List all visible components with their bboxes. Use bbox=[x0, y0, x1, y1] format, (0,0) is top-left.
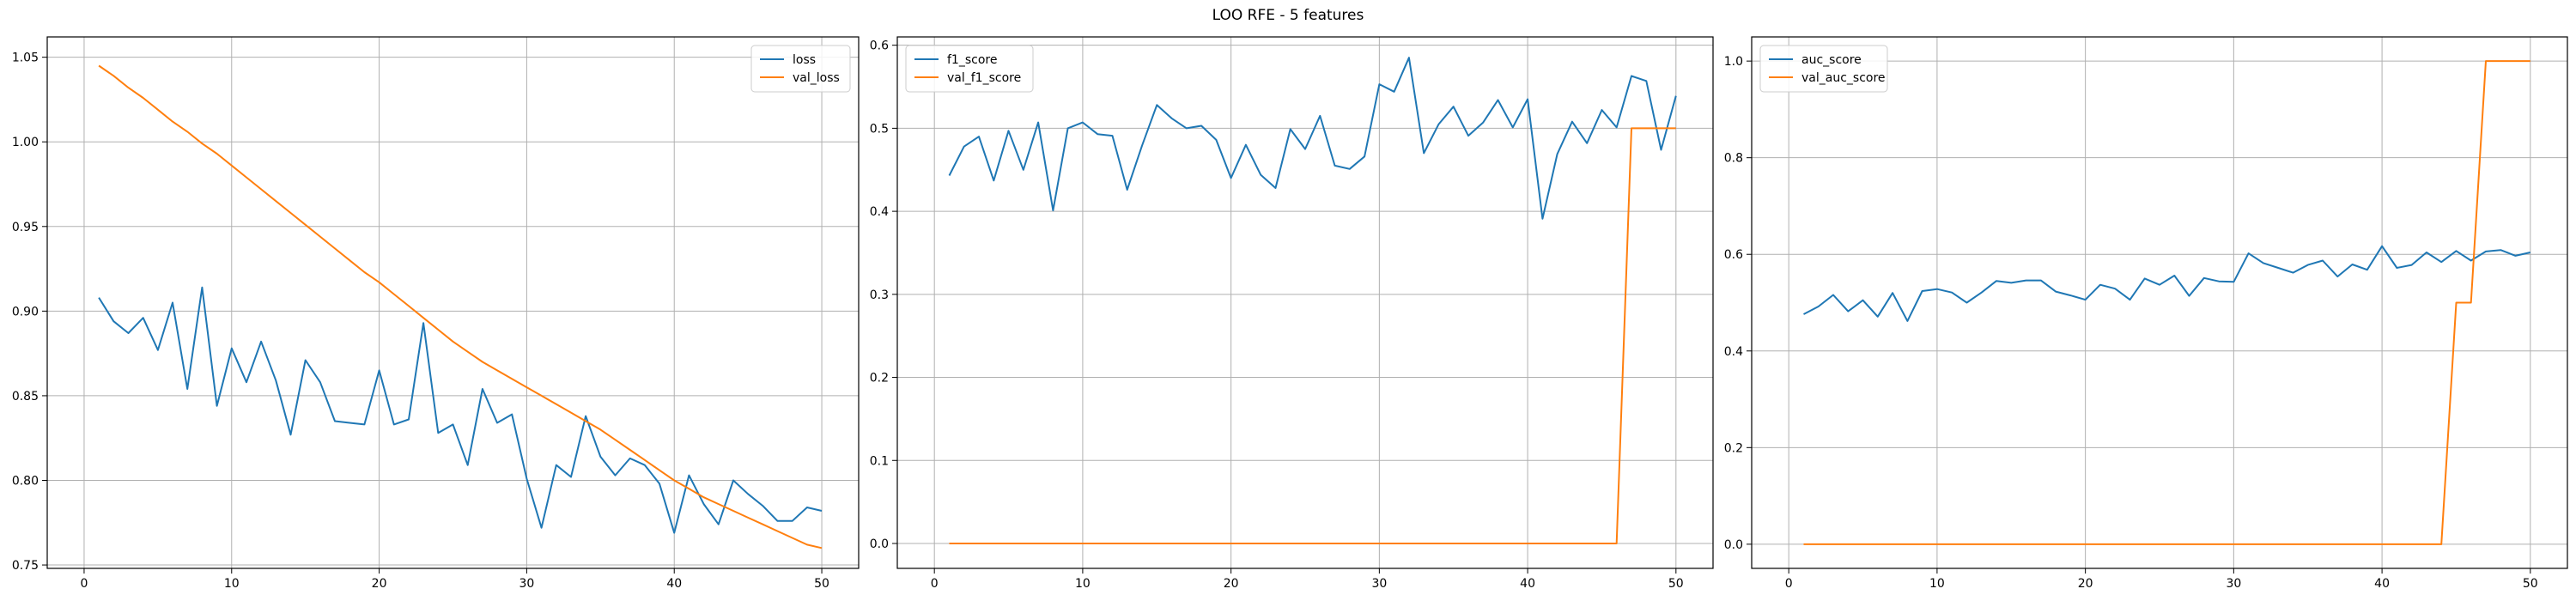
y-tick-label: 0.80 bbox=[12, 474, 39, 488]
x-tick-label: 40 bbox=[2374, 577, 2390, 591]
legend-label: val_auc_score bbox=[1801, 71, 1886, 85]
subplot-3: 0 10 20 30 40 50 0.0 0.2 0.4 0.6 0.8 1.0 auc_scoreva… bbox=[1724, 36, 2568, 591]
legend-box bbox=[1759, 45, 1888, 93]
series-line-val_loss bbox=[98, 64, 823, 549]
y-tick-label: 0.0 bbox=[1724, 538, 1743, 552]
series-line-loss bbox=[98, 286, 823, 534]
x-tick-label: 0 bbox=[80, 577, 88, 591]
series-line-auc_score bbox=[1803, 245, 2531, 322]
legend-label: auc_score bbox=[1801, 53, 1862, 67]
x-tick-label: 20 bbox=[372, 577, 387, 591]
y-tick-label: 0.75 bbox=[12, 559, 39, 573]
x-tick-label: 30 bbox=[1371, 577, 1387, 591]
x-tick-label: 0 bbox=[931, 577, 939, 591]
legend-label: loss bbox=[793, 53, 816, 67]
y-tick-label: 0.90 bbox=[12, 305, 39, 319]
legend-box bbox=[750, 45, 851, 93]
legend: f1_score val_f1_score bbox=[905, 45, 1034, 93]
y-tick-label: 0.8 bbox=[1724, 152, 1743, 166]
y-tick-label: 0.2 bbox=[870, 372, 889, 385]
x-tick-label: 10 bbox=[1075, 577, 1091, 591]
legend-label: val_f1_score bbox=[947, 71, 1021, 85]
x-tick-label: 40 bbox=[1520, 577, 1535, 591]
x-tick-label: 0 bbox=[1785, 577, 1793, 591]
x-tick-label: 50 bbox=[2523, 577, 2538, 591]
x-tick-label: 30 bbox=[2226, 577, 2241, 591]
x-tick-label: 30 bbox=[519, 577, 534, 591]
y-tick-label: 0.3 bbox=[870, 288, 889, 302]
subplot-1: 0 10 20 30 40 50 0.75 0.80 0.85 0.90 0.95 1.00 1.05 l… bbox=[12, 36, 860, 591]
series-line-val_f1_score bbox=[949, 127, 1676, 544]
figure-title: LOO RFE - 5 features bbox=[1212, 7, 1364, 24]
y-tick-label: 0.4 bbox=[870, 205, 889, 219]
y-tick-label: 1.0 bbox=[1724, 55, 1743, 69]
y-tick-label: 0.2 bbox=[1724, 441, 1743, 455]
legend: auc_score val_auc_score bbox=[1759, 45, 1888, 93]
y-tick-label: 0.5 bbox=[870, 122, 889, 136]
y-tick-label: 0.85 bbox=[12, 390, 39, 404]
y-tick-label: 1.05 bbox=[12, 52, 39, 65]
y-tick-label: 0.95 bbox=[12, 221, 39, 234]
axes-frame bbox=[1751, 36, 2568, 569]
x-tick-label: 20 bbox=[2078, 577, 2093, 591]
x-tick-label: 10 bbox=[224, 577, 240, 591]
y-tick-label: 0.4 bbox=[1724, 345, 1743, 359]
axes-frame bbox=[896, 36, 1714, 569]
y-tick-label: 0.6 bbox=[870, 39, 889, 53]
series-line-val_auc_score bbox=[1803, 60, 2530, 545]
x-tick-label: 10 bbox=[1929, 577, 1945, 591]
axes-frame bbox=[46, 36, 860, 569]
legend-label: val_loss bbox=[793, 71, 840, 85]
legend-label: f1_score bbox=[947, 53, 997, 67]
legend: loss val_loss bbox=[750, 45, 851, 93]
x-tick-label: 50 bbox=[814, 577, 829, 591]
x-tick-label: 20 bbox=[1224, 577, 1239, 591]
subplot-2: 0 10 20 30 40 50 0.0 0.1 0.2 0.3 0.4 0.5 0.6 f1_score… bbox=[870, 36, 1714, 591]
x-tick-label: 40 bbox=[666, 577, 682, 591]
y-tick-label: 0.0 bbox=[870, 537, 889, 551]
series-line-f1_score bbox=[948, 57, 1677, 220]
legend-box bbox=[905, 45, 1034, 93]
x-tick-label: 50 bbox=[1668, 577, 1684, 591]
y-tick-label: 0.1 bbox=[870, 454, 889, 468]
y-tick-label: 1.00 bbox=[12, 136, 39, 149]
y-tick-label: 0.6 bbox=[1724, 248, 1743, 262]
